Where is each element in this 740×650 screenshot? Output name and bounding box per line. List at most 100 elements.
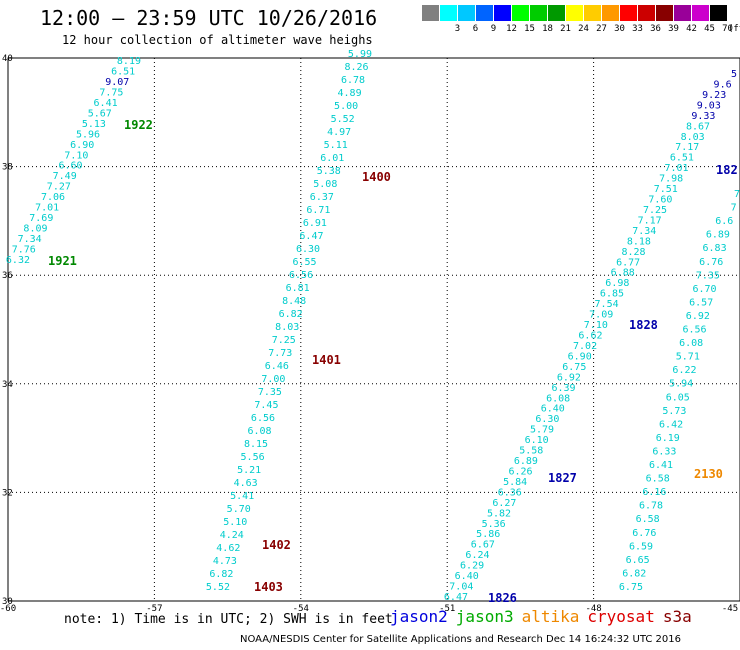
legend-swatch [710, 5, 727, 21]
wave-height-value: 6.40 [455, 571, 479, 582]
legend-swatch [512, 5, 529, 21]
wave-height-value: 7.25 [643, 205, 667, 216]
wave-height-value: 6.77 [616, 257, 640, 268]
wave-height-value: 6.82 [279, 309, 303, 320]
wave-height-value: 6.41 [94, 98, 118, 109]
wave-height-value: 5.82 [487, 508, 511, 519]
wave-height-value: 5.36 [482, 519, 506, 530]
pass-time-label: 1828 [629, 318, 658, 332]
wave-height-value: 6.40 [541, 404, 565, 415]
wave-height-value: 9.03 [697, 100, 721, 111]
wave-height-value: 6.46 [265, 361, 289, 372]
legend-swatch [692, 5, 709, 21]
legend-label: 42 [686, 24, 697, 34]
legend-label: 12 [506, 24, 517, 34]
wave-height-value: 7.01 [35, 203, 59, 214]
y-tick-label: 30 [2, 597, 13, 607]
legend-swatch [548, 5, 565, 21]
wave-height-value: 6.82 [622, 568, 646, 579]
wave-height-value: 5.11 [324, 140, 348, 151]
legend-swatch [422, 5, 439, 21]
wave-height-value: 8.19 [117, 56, 141, 67]
wave-height-value: 5.73 [662, 406, 686, 417]
wave-height-value: 7.09 [589, 310, 613, 321]
legend-label: 36 [650, 24, 661, 34]
wave-height-value: 6.60 [58, 161, 82, 172]
wave-height-value: 6.27 [492, 498, 516, 509]
wave-height-value: 7.75 [99, 87, 123, 98]
wave-height-value: 5.21 [237, 465, 261, 476]
wave-height-value: 4.24 [220, 530, 244, 541]
wave-height-value: 7.69 [29, 213, 53, 224]
wave-height-value: 4.97 [327, 127, 351, 138]
legend-swatch [602, 5, 619, 21]
wave-height-value: 6.22 [672, 365, 696, 376]
wave-height-value: 6.41 [649, 460, 673, 471]
map-subtitle: 12 hour collection of altimeter wave hei… [62, 33, 373, 47]
satellite-jason3: jason3 [455, 607, 514, 626]
wave-height-value: 5.84 [503, 477, 527, 488]
wave-height-value: 6.88 [611, 268, 635, 279]
wave-height-value: 5.38 [317, 166, 341, 177]
wave-height-value: 5.41 [230, 491, 254, 502]
wave-height-value: 6.58 [636, 514, 660, 525]
wave-height-value: 4.89 [338, 88, 362, 99]
wave-height-value: 7.60 [648, 195, 672, 206]
pass-time-label: 1921 [48, 254, 77, 268]
wave-height-value: 7.27 [47, 182, 71, 193]
legend-swatch [584, 5, 601, 21]
legend-swatch [674, 5, 691, 21]
wave-height-value: 8.48 [282, 296, 306, 307]
wave-height-value: 7.35 [258, 387, 282, 398]
wave-height-value: 6.89 [706, 230, 730, 241]
wave-height-value: 5.96 [76, 129, 100, 140]
wave-height-value: 5.94 [669, 379, 693, 390]
y-tick-label: 40 [2, 54, 13, 64]
wave-height-value: 5.79 [530, 425, 554, 436]
wave-height-value: 5.13 [82, 119, 106, 130]
wave-height-value: 7.02 [573, 341, 597, 352]
wave-height-value: 7.35 [696, 270, 720, 281]
wave-height-value: 5.08 [313, 179, 337, 190]
satellite-altika: altika [521, 607, 580, 626]
pass-time-label: 1827 [548, 471, 577, 485]
wave-height-value: 6.10 [525, 435, 549, 446]
x-tick-label: -54 [293, 604, 309, 614]
wave-height-value: 6.78 [341, 75, 365, 86]
legend-label: 6 [472, 24, 479, 34]
pass-time-label: 182 [716, 163, 738, 177]
wave-height-value: 8.67 [686, 121, 710, 132]
legend-label: 9 [490, 24, 497, 34]
wave-height-value: 7.17 [638, 215, 662, 226]
wave-height-value: 6.67 [471, 540, 495, 551]
wave-height-value: 6.56 [251, 413, 275, 424]
map-note: note: 1) Time is in UTC; 2) SWH is in fe… [64, 612, 393, 627]
wave-height-value: 6.29 [460, 561, 484, 572]
pass-time-label: 1826 [488, 591, 517, 605]
wave-height-value: 6.36 [498, 487, 522, 498]
wave-height-value: 6.65 [626, 555, 650, 566]
legend-swatch [476, 5, 493, 21]
wave-height-value: 4.63 [234, 478, 258, 489]
wave-height-value: 5.52 [331, 114, 355, 125]
wave-height-value: 6.51 [670, 153, 694, 164]
wave-height-value: 6.08 [546, 393, 570, 404]
wave-height-value: 5.99 [348, 49, 372, 60]
legend-swatch [530, 5, 547, 21]
wave-height-value: 7.54 [595, 299, 619, 310]
wave-height-value: 7.10 [584, 320, 608, 331]
wave-height-value: 6.42 [659, 419, 683, 430]
wave-height-value: 8.09 [23, 224, 47, 235]
y-tick-label: 36 [2, 271, 13, 281]
wave-height-value: 6.30 [535, 414, 559, 425]
x-tick-label: -60 [0, 604, 16, 614]
wave-height-value: 7.51 [654, 184, 678, 195]
legend-unit: (ft) [728, 24, 740, 34]
legend-swatch [458, 5, 475, 21]
wave-height-value: 7.45 [254, 400, 278, 411]
satellite-legend: jason2 jason3 altika cryosat s3a [390, 607, 700, 626]
wave-height-value: 6.90 [70, 140, 94, 151]
map-frame [7, 57, 740, 602]
